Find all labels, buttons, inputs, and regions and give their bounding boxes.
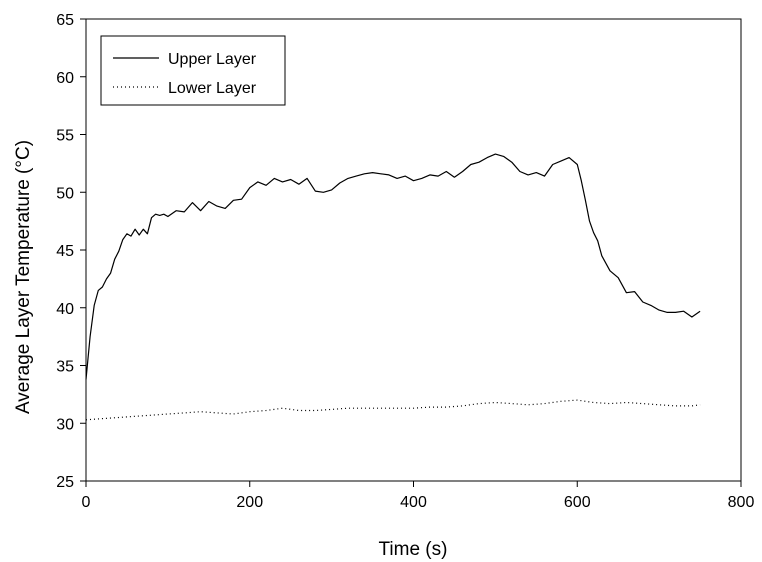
- y-tick-label: 50: [56, 185, 74, 202]
- y-axis-title: Average Layer Temperature (°C): [13, 140, 34, 414]
- legend-label-lower-layer: Lower Layer: [168, 80, 257, 97]
- y-tick-label: 35: [56, 359, 74, 376]
- y-tick-label: 30: [56, 416, 74, 433]
- y-tick-label: 60: [56, 70, 74, 87]
- y-tick-label: 65: [56, 12, 74, 29]
- series-layer: [85, 153, 701, 421]
- y-tick-label: 40: [56, 301, 74, 318]
- legend: Upper Layer Lower Layer: [100, 35, 286, 106]
- x-tick-label: 0: [82, 494, 91, 511]
- legend-label-upper-layer: Upper Layer: [168, 51, 257, 68]
- series-line-upper-layer: [85, 153, 701, 380]
- legend-box: [100, 35, 286, 106]
- y-tick-label: 25: [56, 474, 74, 491]
- x-tick-label: 600: [564, 494, 591, 511]
- y-tick-label: 55: [56, 128, 74, 145]
- ticks-layer: 0 200 400 600 800 25 30 35 40 45 50 55 60 65: [56, 12, 754, 511]
- x-tick-label: 200: [236, 494, 263, 511]
- x-tick-label: 800: [728, 494, 755, 511]
- plot-area: 0 200 400 600 800 25 30 35 40 45 50 55 60 65: [56, 12, 754, 511]
- x-axis-title: Time (s): [379, 539, 448, 560]
- y-tick-label: 45: [56, 243, 74, 260]
- series-line-lower-layer: [85, 399, 701, 421]
- x-tick-label: 400: [400, 494, 427, 511]
